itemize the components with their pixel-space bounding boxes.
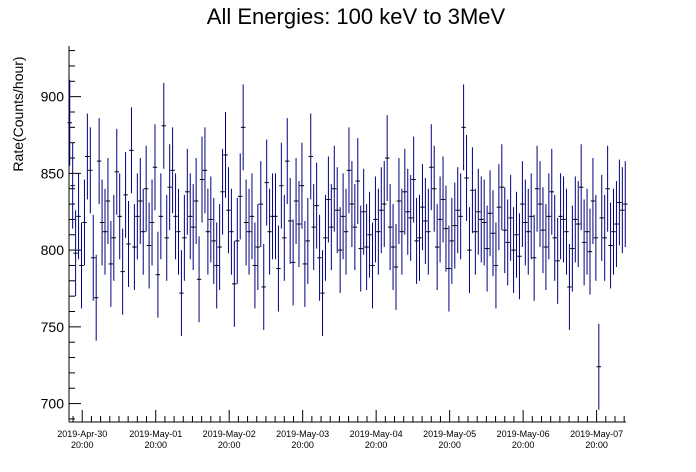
y-tick-label: 700 — [41, 396, 65, 412]
x-tick-time-label: 20:00 — [291, 440, 314, 450]
x-tick-date-label: 2019-May-06 — [497, 429, 550, 439]
x-tick-date-label: 2019-May-07 — [570, 429, 623, 439]
x-tick-time-label: 20:00 — [438, 440, 461, 450]
x-tick-time-label: 20:00 — [585, 440, 608, 450]
y-tick-label: 800 — [41, 242, 65, 258]
x-tick-time-label: 20:00 — [512, 440, 535, 450]
x-tick-date-label: 2019-May-05 — [423, 429, 476, 439]
y-tick-label: 750 — [41, 319, 65, 335]
x-tick-date-label: 2019-Apr-30 — [57, 429, 107, 439]
x-tick-date-label: 2019-May-04 — [350, 429, 403, 439]
y-tick-label: 850 — [41, 165, 65, 181]
y-axis-label: Rate(Counts/hour) — [10, 56, 26, 171]
plot-area: 7007508008509002019-Apr-3020:002019-May-… — [41, 46, 628, 450]
x-tick-date-label: 2019-May-03 — [276, 429, 329, 439]
x-tick-date-label: 2019-May-01 — [129, 429, 182, 439]
x-tick-time-label: 20:00 — [71, 440, 94, 450]
chart-title: All Energies: 100 keV to 3MeV — [207, 4, 506, 29]
x-tick-date-label: 2019-May-02 — [203, 429, 256, 439]
y-tick-label: 900 — [41, 89, 65, 105]
x-tick-time-label: 20:00 — [218, 440, 241, 450]
x-tick-time-label: 20:00 — [365, 440, 388, 450]
x-tick-time-label: 20:00 — [144, 440, 167, 450]
